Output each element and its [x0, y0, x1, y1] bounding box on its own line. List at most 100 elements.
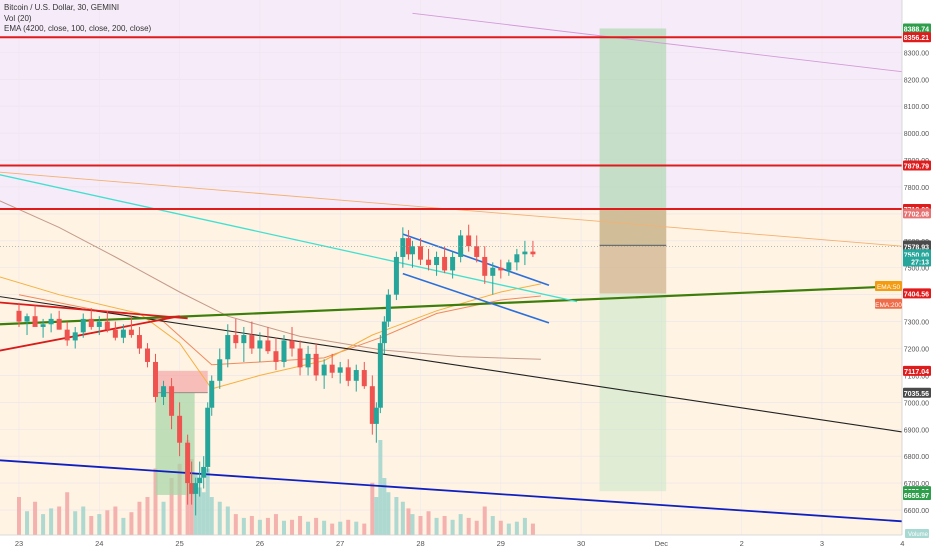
- volume-bar: [65, 492, 70, 535]
- volume-bar: [17, 497, 21, 535]
- candle-body: [40, 324, 46, 327]
- price-tick-label: 8200.00: [904, 77, 929, 84]
- volume-bar: [129, 512, 134, 535]
- volume-bar: [273, 514, 278, 535]
- candle-body: [136, 335, 142, 349]
- volume-bar: [217, 501, 222, 535]
- volume-bar: [354, 521, 359, 535]
- candle-body: [104, 321, 110, 330]
- candle-body: [297, 348, 303, 368]
- volume-bar: [73, 511, 78, 535]
- price-tick-label: 6600.00: [904, 508, 929, 515]
- ema-badge-text: EMA:50: [877, 284, 901, 291]
- volume-bar: [370, 482, 375, 535]
- volume-bar: [374, 497, 379, 535]
- volume-bar: [306, 521, 311, 535]
- volume-bar: [201, 492, 206, 535]
- trend-line-green: [0, 284, 902, 326]
- candle-body: [345, 367, 351, 381]
- candle-body: [434, 256, 440, 266]
- volume-bar: [249, 516, 254, 535]
- time-tick-label: 3: [820, 539, 824, 548]
- volume-bar: [161, 501, 166, 535]
- candle-body: [64, 329, 70, 341]
- volume-bar: [450, 519, 455, 535]
- volume-bar: [386, 492, 391, 535]
- price-label-text: 7550.00: [904, 252, 929, 259]
- price-label-text: 27:13: [911, 260, 929, 267]
- volume-bar: [145, 497, 150, 535]
- volume-bar: [400, 501, 405, 535]
- candle-body: [205, 407, 211, 467]
- candle-body: [161, 386, 167, 397]
- time-tick-label: Dec: [655, 539, 669, 548]
- candle-body: [273, 351, 279, 362]
- volume-bar: [241, 517, 246, 535]
- volume-bar: [197, 487, 202, 535]
- candle-body: [96, 321, 102, 327]
- price-label-badge: [903, 208, 931, 219]
- candle-body: [373, 407, 379, 424]
- candle-body: [289, 340, 295, 349]
- volume-bar: [81, 506, 86, 535]
- ema-badge: [875, 298, 902, 309]
- price-tick-label: 7100.00: [904, 373, 929, 380]
- price-tick-label: 6700.00: [904, 481, 929, 488]
- candle-body: [241, 335, 247, 344]
- volume-bar: [362, 523, 367, 535]
- volume-bar: [121, 517, 126, 535]
- price-label-text: 7404.56: [904, 291, 929, 298]
- ema-badge: [875, 281, 902, 292]
- volume-bar: [466, 517, 471, 535]
- volume-bar: [434, 517, 439, 535]
- candle-body: [177, 415, 183, 443]
- candle-body: [281, 340, 287, 362]
- price-label-badge: [903, 489, 931, 500]
- time-tick-label: 25: [175, 539, 183, 548]
- candle-body: [120, 329, 126, 338]
- volume-bar: [382, 478, 387, 535]
- volume-bar: [33, 501, 38, 535]
- candle-body: [56, 318, 62, 330]
- ema-line: [0, 200, 541, 360]
- candle-body: [442, 256, 448, 271]
- chart-legend: Bitcoin / U.S. Dollar, 30, GEMINI Vol (2…: [4, 3, 151, 35]
- volume-bar: [153, 468, 158, 535]
- candle-body: [225, 335, 231, 360]
- volume-bar: [97, 514, 102, 535]
- volume-bar: [442, 516, 447, 535]
- candle-body: [217, 359, 223, 381]
- price-label-text: 8388.74: [904, 26, 929, 33]
- time-tick-label: 26: [256, 539, 264, 548]
- price-label-text: 7035.56: [904, 391, 929, 398]
- candle-body: [400, 238, 406, 257]
- trend-line-blue: [0, 459, 902, 523]
- volume-bar: [506, 523, 511, 535]
- price-axis-bg: [902, 0, 932, 550]
- candle-body: [381, 321, 387, 344]
- long-position: [599, 28, 667, 492]
- price-label-badge: [903, 288, 931, 299]
- candle-body: [32, 316, 38, 327]
- candle-body: [265, 340, 271, 352]
- time-tick-label: 29: [497, 539, 505, 548]
- candle-body: [337, 367, 343, 373]
- candles: [16, 224, 536, 516]
- upper-zone: [0, 0, 902, 210]
- ema-badges: EMA:50 EMA:200: [875, 281, 902, 309]
- volume-indicator-label: Vol (20): [4, 13, 32, 23]
- volume-bar: [418, 516, 423, 535]
- candle-body: [249, 335, 255, 349]
- volume-bar: [338, 521, 343, 535]
- candle-body: [185, 442, 191, 484]
- time-tick-label: 4: [900, 539, 904, 548]
- plot-layer: [0, 12, 902, 535]
- price-label-text: 8356.21: [904, 35, 929, 42]
- price-tick-label: 6900.00: [904, 427, 929, 434]
- short-stop-zone: [155, 370, 208, 393]
- volume-bar: [225, 506, 230, 535]
- candle-body: [377, 343, 383, 408]
- time-axis-bg: [0, 535, 932, 550]
